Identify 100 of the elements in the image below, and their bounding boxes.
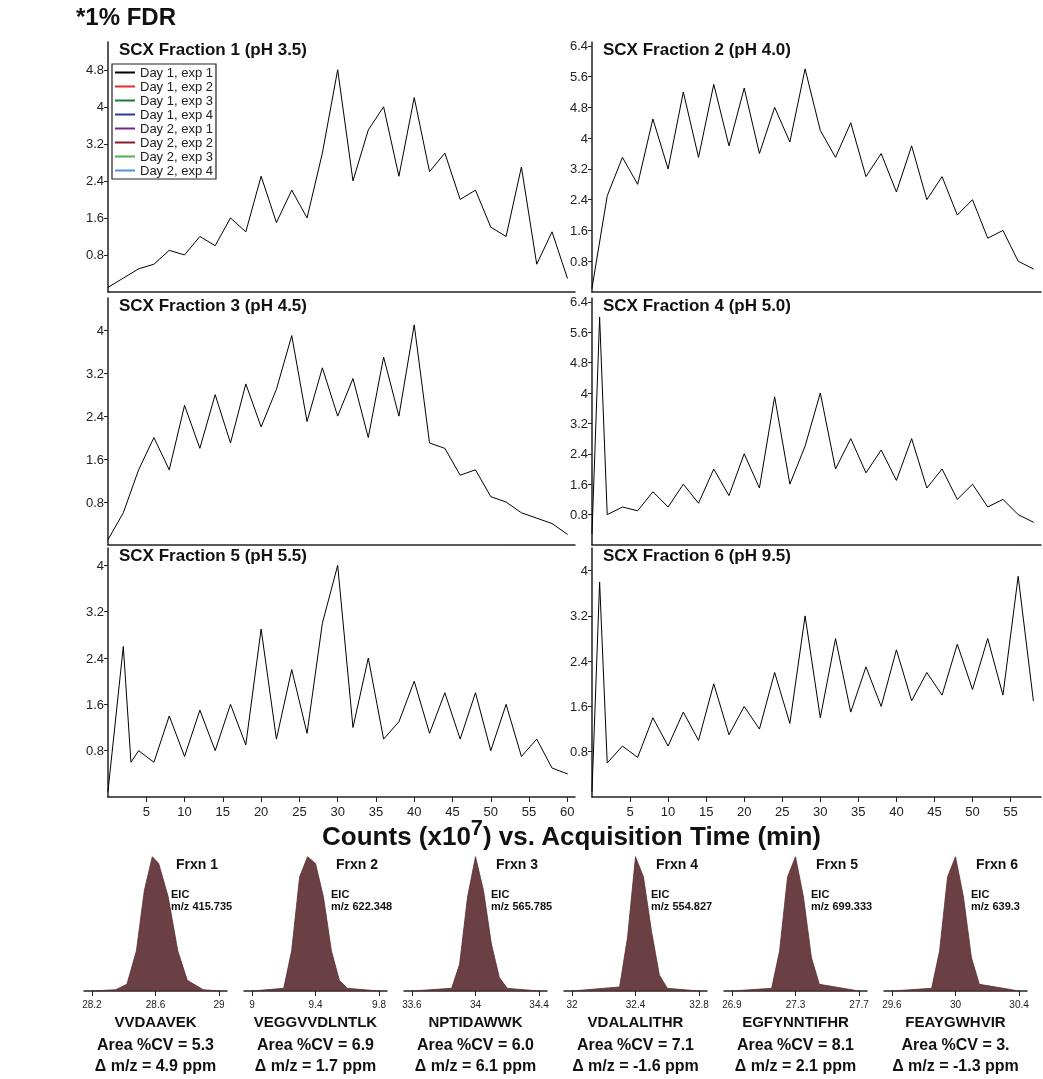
y-tick-label: 4 xyxy=(96,99,104,115)
y-tick-label: 0.8 xyxy=(85,247,104,263)
y-tick-label: 1.6 xyxy=(569,698,588,714)
legend-label: Day 2, exp 1 xyxy=(140,121,213,136)
x-tick-label: 9.8 xyxy=(372,998,387,1010)
y-tick-label: 6.4 xyxy=(569,294,588,310)
x-tick-label: 32.4 xyxy=(625,998,646,1010)
text: Δ m/z = -1.6 ppm xyxy=(571,1057,700,1075)
x-tick-label: 30.4 xyxy=(1009,998,1030,1010)
legend-label: Day 1, exp 4 xyxy=(140,107,213,122)
y-tick-label: 3.2 xyxy=(85,365,104,381)
y-tick-label: 1.6 xyxy=(85,210,104,226)
y-tick-label: 3.2 xyxy=(569,161,588,177)
y-tick-label: 0.8 xyxy=(569,507,588,523)
x-tick-label: 33.6 xyxy=(402,998,423,1010)
chart-title: SCX Fraction 5 (pH 5.5) xyxy=(119,546,307,565)
chart-title: SCX Fraction 4 (pH 5.0) xyxy=(603,296,791,315)
x-tick-label: 9 xyxy=(249,998,256,1010)
x-tick-label: 30 xyxy=(949,998,962,1010)
line-series xyxy=(591,316,1034,535)
y-tick-label: 4 xyxy=(96,322,104,338)
y-tick-label: 0.8 xyxy=(569,744,588,760)
text: Area %CV = 3. xyxy=(900,1036,1011,1054)
legend-label: Day 2, exp 3 xyxy=(140,149,213,164)
y-tick-label: 6.4 xyxy=(569,38,588,54)
legend-label: Day 2, exp 2 xyxy=(140,135,213,150)
chart-title: SCX Fraction 3 (pH 4.5) xyxy=(119,296,307,315)
annotation: m/z 699.333 xyxy=(811,900,873,912)
chart-title: Frxn 4 xyxy=(656,856,699,872)
chart-title: Frxn 3 xyxy=(496,856,539,872)
x-tick-label: 28.6 xyxy=(145,998,166,1010)
x-tick-label: 29.6 xyxy=(882,998,903,1010)
y-tick-label: 3.2 xyxy=(569,608,588,624)
text: Area %CV = 6.9 xyxy=(256,1036,375,1054)
text: Area %CV = 6.0 xyxy=(416,1036,535,1054)
annotation: m/z 622.348 xyxy=(331,900,393,912)
text: *1% FDR xyxy=(76,3,177,31)
line-series xyxy=(107,69,568,288)
text: Area %CV = 8.1 xyxy=(736,1036,855,1054)
y-tick-label: 4 xyxy=(96,557,104,573)
y-tick-label: 4.8 xyxy=(85,62,104,78)
x-tick-label: 32 xyxy=(566,998,578,1010)
x-tick-label: 35 xyxy=(851,804,866,819)
annotation: m/z 639.3 xyxy=(971,900,1020,912)
annotation: EIC xyxy=(971,888,990,900)
x-tick-label: 5 xyxy=(142,804,150,819)
chart-title: Frxn 1 xyxy=(176,856,219,872)
x-tick-label: 26.9 xyxy=(722,998,743,1010)
x-tick-label: 9.4 xyxy=(308,998,323,1010)
x-tick-label: 27.3 xyxy=(785,998,806,1010)
x-tick-label: 25 xyxy=(292,804,307,819)
chart-title: Frxn 2 xyxy=(336,856,379,872)
text: Δ m/z = 2.1 ppm xyxy=(733,1057,858,1075)
text: Area %CV = 7.1 xyxy=(576,1036,695,1054)
x-axis-title: NPTIDAWWK xyxy=(428,1012,523,1030)
y-tick-label: 1.6 xyxy=(85,696,104,712)
annotation: EIC xyxy=(811,888,830,900)
annotation: m/z 565.785 xyxy=(491,900,553,912)
x-tick-label: 28.2 xyxy=(82,998,103,1010)
chart-title: Frxn 6 xyxy=(976,856,1019,872)
y-tick-label: 0.8 xyxy=(85,494,104,510)
x-axis-title: FEAYGWHVIR xyxy=(905,1012,1006,1030)
chart-title: SCX Fraction 1 (pH 3.5) xyxy=(119,40,307,59)
annotation: EIC xyxy=(651,888,670,900)
annotation: EIC xyxy=(331,888,350,900)
x-tick-label: 15 xyxy=(215,804,231,819)
y-tick-label: 4 xyxy=(580,385,588,401)
x-tick-label: 20 xyxy=(253,804,269,819)
x-tick-label: 29 xyxy=(213,998,226,1010)
x-tick-label: 55 xyxy=(1003,804,1018,819)
line-series xyxy=(107,324,568,541)
y-tick-label: 1.6 xyxy=(85,451,104,467)
x-axis-title: VVDAAVEK xyxy=(114,1012,197,1030)
text: Δ m/z = 1.7 ppm xyxy=(253,1057,378,1075)
y-tick-label: 4 xyxy=(580,563,588,579)
x-tick-label: 34 xyxy=(469,998,482,1010)
y-tick-label: 0.8 xyxy=(569,253,588,269)
x-axis-title: VDALALITHR xyxy=(587,1012,684,1030)
y-tick-label: 4 xyxy=(580,130,588,146)
x-tick-label: 50 xyxy=(965,804,980,819)
y-tick-label: 3.2 xyxy=(85,604,104,620)
x-tick-label: 27.7 xyxy=(849,998,870,1010)
annotation: m/z 554.827 xyxy=(651,900,713,912)
x-tick-label: 40 xyxy=(889,804,904,819)
legend-label: Day 1, exp 1 xyxy=(140,65,213,80)
x-axis-title: VEGGVVDLNTLK xyxy=(253,1012,378,1030)
y-tick-label: 5.6 xyxy=(569,69,588,85)
x-axis-title: EGFYNNTIFHR xyxy=(742,1012,849,1030)
line-series xyxy=(591,575,1034,792)
chart-title: Frxn 5 xyxy=(816,856,859,872)
text: Δ m/z = 6.1 ppm xyxy=(413,1057,538,1075)
annotation: EIC xyxy=(491,888,510,900)
chart-title: SCX Fraction 6 (pH 9.5) xyxy=(603,546,791,565)
chart-title: SCX Fraction 2 (pH 4.0) xyxy=(603,40,791,59)
legend-label: Day 1, exp 2 xyxy=(140,79,213,94)
y-tick-label: 5.6 xyxy=(569,324,588,340)
y-tick-label: 3.2 xyxy=(85,136,104,152)
y-tick-label: 2.4 xyxy=(85,650,104,666)
y-tick-label: 4.8 xyxy=(569,355,588,371)
text: Area %CV = 5.3 xyxy=(96,1036,215,1054)
